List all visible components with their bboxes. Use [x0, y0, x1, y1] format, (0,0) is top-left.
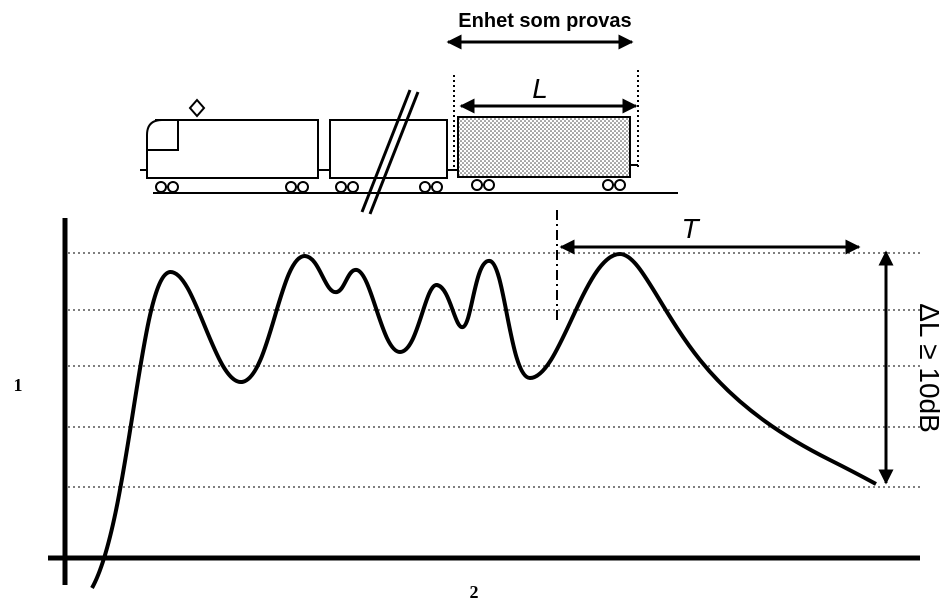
unit-label: Enhet som provas — [458, 10, 631, 32]
x-axis-label: 2 — [470, 582, 479, 602]
length-label: L — [532, 73, 548, 104]
unit-markers — [446, 34, 639, 170]
y-axis-label: 1 — [14, 375, 23, 395]
level-label: ΔL ≥ 10dB — [914, 303, 944, 433]
plot — [48, 210, 920, 589]
time-label: T — [681, 213, 700, 244]
train — [140, 89, 678, 215]
